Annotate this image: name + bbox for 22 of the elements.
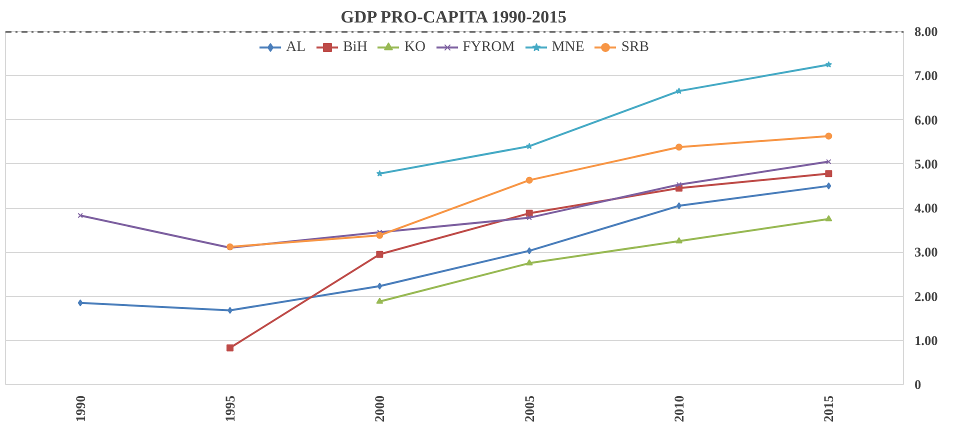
y-tick-label: 8.00 — [914, 24, 938, 39]
legend-label: FYROM — [462, 38, 515, 56]
legend-label: AL — [286, 38, 306, 56]
x-tick-label: 2015 — [821, 395, 836, 422]
x-tick-label: 2000 — [372, 395, 388, 422]
y-tick-label: 7.00 — [914, 68, 938, 84]
y-tick-label: 2.00 — [914, 288, 938, 304]
y-tick-label: 3.00 — [914, 244, 938, 260]
x-tick-label: 2005 — [522, 395, 537, 422]
chart-title: GDP PRO-CAPITA 1990-2015 — [340, 8, 567, 26]
legend-label: SRB — [621, 38, 650, 56]
legend-label: MNE — [552, 38, 584, 56]
y-tick-label: 5.00 — [914, 156, 938, 172]
y-tick-label: 4.00 — [914, 200, 938, 216]
x-tick-label: 1990 — [72, 395, 88, 422]
y-tick-label: 6.00 — [914, 112, 938, 128]
x-tick-label: 1995 — [222, 395, 238, 422]
legend-label: BiH — [342, 38, 368, 56]
x-tick-label: 2010 — [672, 395, 686, 422]
y-tick-label: 0 — [914, 377, 922, 392]
y-tick-label: 1.00 — [914, 332, 938, 348]
legend-label: KO — [404, 38, 426, 56]
